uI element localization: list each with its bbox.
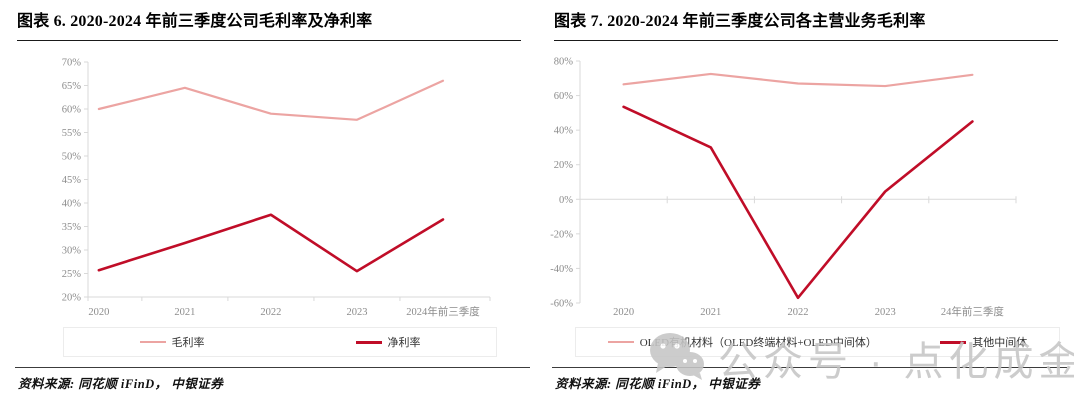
- legend-item: 净利率: [355, 334, 421, 350]
- y-tick-label: 0%: [559, 195, 573, 206]
- legend-item: 毛利率: [139, 334, 205, 350]
- x-tick-label: 2020: [613, 307, 634, 318]
- y-tick-label: 30%: [62, 246, 82, 257]
- legend-label: 毛利率: [171, 337, 205, 349]
- y-tick-label: -20%: [550, 229, 573, 240]
- y-tick-label: 25%: [62, 269, 82, 280]
- x-tick-label: 2020: [88, 307, 109, 318]
- legend-swatch: [607, 341, 634, 343]
- figure-left: 图表 6. 2020-2024 年前三季度公司毛利率及净利率 20% 25% 30%…: [15, 10, 530, 393]
- series-line-0: [97, 79, 445, 121]
- y-tick-label: 50%: [62, 152, 82, 163]
- series-line-1: [97, 213, 445, 273]
- series-line-0: [622, 72, 974, 88]
- x-tick-label: 2021: [700, 307, 721, 318]
- margin-line-chart: 20% 25% 30% 35% 40% 45% 50% 55% 60% 65% 70% 2020 202…: [62, 58, 491, 318]
- legend-item: OLED有机材料（OLED终端材料+OLED中间体）: [607, 334, 877, 350]
- legend-label: 其他中间体: [972, 337, 1028, 349]
- series-line-1: [622, 105, 974, 300]
- y-tick-label: 20%: [554, 160, 574, 171]
- x-tick-label: 2021: [174, 307, 195, 318]
- y-tick-label: -40%: [550, 264, 573, 275]
- y-tick-label: 20%: [62, 293, 82, 304]
- x-tick-label: 2022: [260, 307, 281, 318]
- source-note: 资料来源: 同花顺 iFinD， 中银证券: [18, 377, 224, 391]
- y-tick-label: 65%: [62, 81, 82, 92]
- x-tick-label: 2024年前三季度: [406, 305, 480, 318]
- y-tick-label: -60%: [550, 299, 573, 310]
- chart-legend: 毛利率 净利率: [63, 327, 497, 357]
- y-tick-label: 40%: [554, 126, 574, 137]
- source-row: 资料来源: 同花顺 iFinD， 中银证券: [15, 367, 530, 393]
- legend-swatch: [940, 340, 967, 344]
- legend-swatch: [355, 340, 382, 344]
- x-tick-label: 2023: [875, 307, 896, 318]
- x-tick-label: 2023: [346, 307, 367, 318]
- source-note: 资料来源: 同花顺 iFinD， 中银证券: [555, 377, 761, 391]
- y-tick-label: 55%: [62, 128, 82, 139]
- source-row: 资料来源: 同花顺 iFinD， 中银证券: [552, 367, 1067, 393]
- x-tick-label: 24年前三季度: [941, 305, 1004, 318]
- y-tick-label: 40%: [62, 199, 82, 210]
- figure-title: 图表 7. 2020-2024 年前三季度公司各主营业务毛利率: [554, 10, 1058, 41]
- segment-margin-line-chart: -60% -40% -20% 0% 20% 40% 60% 80% 2020 2021 2022 20…: [550, 57, 1017, 318]
- y-tick-label: 45%: [62, 175, 82, 186]
- y-tick-label: 60%: [554, 91, 574, 102]
- y-tick-label: 60%: [62, 105, 82, 116]
- legend-label: 净利率: [387, 337, 421, 349]
- legend-swatch: [139, 341, 166, 343]
- x-tick-label: 2022: [788, 307, 809, 318]
- legend-label: OLED有机材料（OLED终端材料+OLED中间体）: [639, 337, 877, 349]
- legend-item: 其他中间体: [940, 334, 1027, 350]
- chart-legend: OLED有机材料（OLED终端材料+OLED中间体） 其他中间体: [575, 327, 1060, 357]
- figure-right: 图表 7. 2020-2024 年前三季度公司各主营业务毛利率 -60% -40%…: [537, 0, 1074, 406]
- y-tick-label: 35%: [62, 222, 82, 233]
- y-tick-label: 70%: [62, 58, 82, 69]
- y-tick-label: 80%: [554, 57, 574, 68]
- figure-title: 图表 6. 2020-2024 年前三季度公司毛利率及净利率: [17, 10, 521, 41]
